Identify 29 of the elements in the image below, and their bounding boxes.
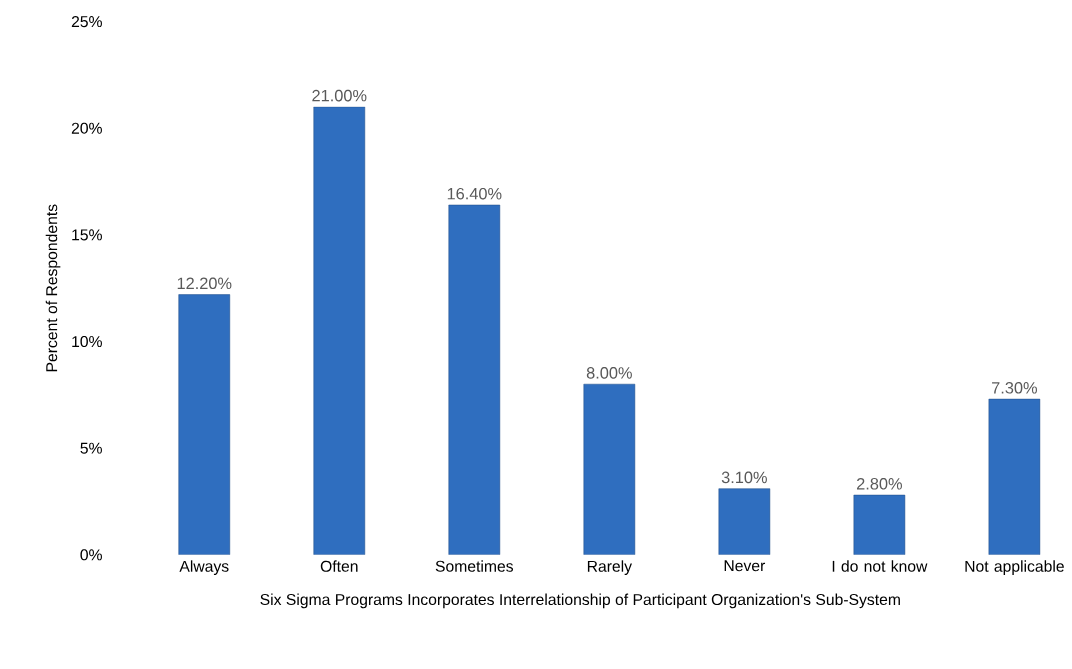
x-tick-label: Often: [320, 560, 358, 572]
data-label: 3.10%: [721, 471, 767, 484]
x-tick-label: I do not know: [832, 560, 928, 572]
y-tick-label: 10%: [72, 336, 102, 348]
y-axis-title: Percent of Respondents: [45, 204, 61, 372]
y-tick-label: 5%: [80, 442, 102, 454]
data-label: 12.20%: [177, 277, 232, 290]
bar: [718, 488, 771, 555]
y-tick-label: 25%: [71, 16, 102, 28]
x-tick-label: Sometimes: [435, 560, 514, 572]
y-tick-label: 0%: [80, 549, 102, 561]
data-label: 21.00%: [312, 89, 367, 102]
bar: [178, 294, 231, 555]
x-tick-label: Rarely: [587, 560, 632, 576]
y-tick-label: 15%: [72, 229, 102, 241]
x-axis-title: Six Sigma Programs Incorporates Interrelationship of Participant Organization's Sub-System: [260, 593, 900, 609]
x-tick-label: Always: [179, 560, 229, 576]
x-tick-label: Not applicable: [965, 560, 1064, 576]
data-label: 8.00%: [586, 367, 632, 379]
bar: [313, 106, 366, 555]
data-label: 7.30%: [992, 382, 1038, 394]
data-label: 2.80%: [856, 478, 902, 490]
x-tick-label: Never: [724, 560, 766, 572]
data-label: 16.40%: [447, 188, 502, 200]
bar: [853, 494, 906, 555]
bar: [448, 204, 501, 555]
bar: [583, 384, 636, 555]
bar: [988, 398, 1041, 555]
y-tick-label: 20%: [71, 122, 102, 134]
